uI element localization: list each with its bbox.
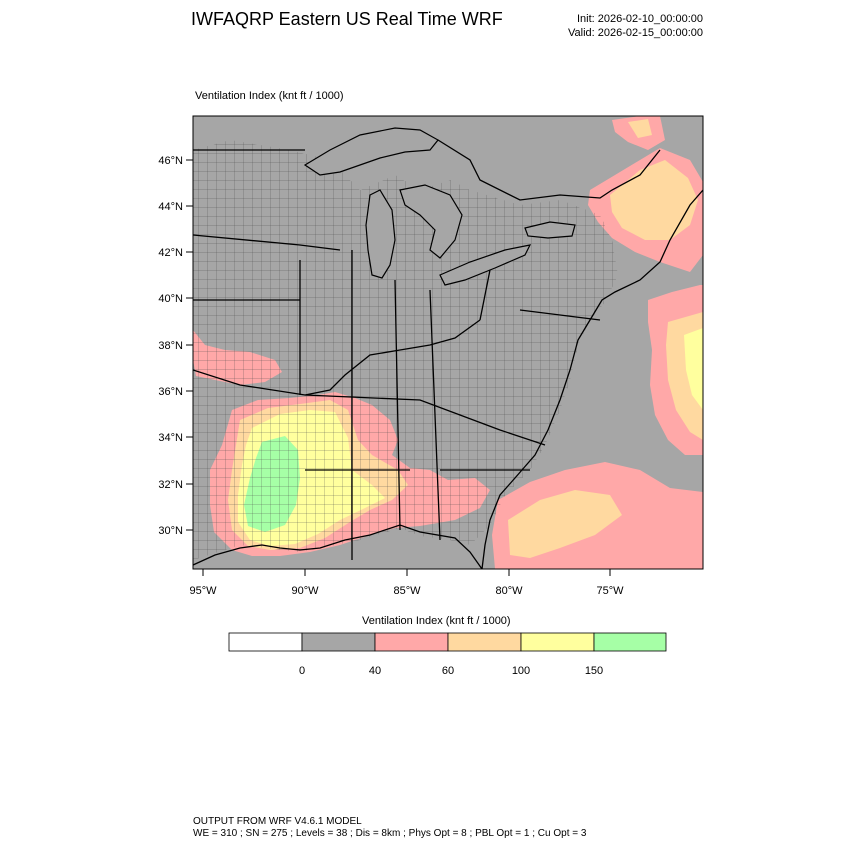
lon-label-85: 85°W [393, 585, 421, 597]
lat-label-40: 40°N [158, 293, 183, 305]
lon-label-80: 80°W [495, 585, 523, 597]
colorbar-box-above-150 [593, 632, 667, 652]
lat-tick: 34°N [158, 432, 193, 444]
lat-tick: 32°N [158, 479, 193, 491]
lon-tick: 75°W [596, 569, 624, 597]
lat-label-38: 38°N [158, 340, 183, 352]
lon-tick: 95°W [189, 569, 217, 597]
lon-tick: 85°W [393, 569, 421, 597]
coastline-and-borders [193, 139, 703, 569]
colorbar-box-40-60 [374, 632, 449, 652]
lat-label-44: 44°N [158, 201, 183, 213]
colorbar-box-below-0 [228, 632, 303, 652]
lon-tick: 80°W [495, 569, 523, 597]
lat-label-32: 32°N [158, 479, 183, 491]
lat-tick: 40°N [158, 293, 193, 305]
lat-tick: 36°N [158, 386, 193, 398]
lat-tick: 44°N [158, 201, 193, 213]
lat-label-34: 34°N [158, 432, 183, 444]
lat-label-30: 30°N [158, 525, 183, 537]
lon-label-95: 95°W [189, 585, 217, 597]
lat-tick: 46°N [158, 155, 193, 167]
lat-tick: 38°N [158, 340, 193, 352]
map-panel-label: Ventilation Index (knt ft / 1000) [195, 90, 344, 102]
lat-tick: 42°N [158, 247, 193, 259]
valid-time: Valid: 2026-02-15_00:00:00 [568, 27, 703, 39]
great-lakes [303, 127, 576, 286]
lat-label-46: 46°N [158, 155, 183, 167]
colorbar-box-100-150 [520, 632, 595, 652]
colorbar-tick-150: 150 [585, 665, 603, 677]
colorbar-title: Ventilation Index (knt ft / 1000) [362, 615, 511, 627]
map-frame [192, 115, 704, 570]
lat-label-36: 36°N [158, 386, 183, 398]
page-title: IWFAQRP Eastern US Real Time WRF [191, 9, 503, 29]
lon-label-75: 75°W [596, 585, 624, 597]
colorbar: 0 40 60 100 150 [228, 632, 667, 677]
model-info-line1: OUTPUT FROM WRF V4.6.1 MODEL [193, 816, 362, 827]
map-area [193, 116, 703, 569]
lon-tick: 90°W [291, 569, 319, 597]
colorbar-tick-40: 40 [369, 665, 381, 677]
lat-tick: 30°N [158, 525, 193, 537]
colorbar-tick-100: 100 [512, 665, 530, 677]
latitude-axis: 46°N 44°N 42°N 40°N 38°N 36°N 34°N 32°N … [158, 155, 193, 537]
colorbar-tick-0: 0 [299, 665, 305, 677]
colorbar-tick-60: 60 [442, 665, 454, 677]
colorbar-box-60-100 [447, 632, 522, 652]
longitude-axis: 95°W 90°W 85°W 80°W 75°W [189, 569, 624, 597]
lon-label-90: 90°W [291, 585, 319, 597]
init-time: Init: 2026-02-10_00:00:00 [577, 13, 703, 25]
colorbar-box-0-40 [301, 632, 376, 652]
lat-label-42: 42°N [158, 247, 183, 259]
model-info-line2: WE = 310 ; SN = 275 ; Levels = 38 ; Dis … [193, 828, 587, 839]
